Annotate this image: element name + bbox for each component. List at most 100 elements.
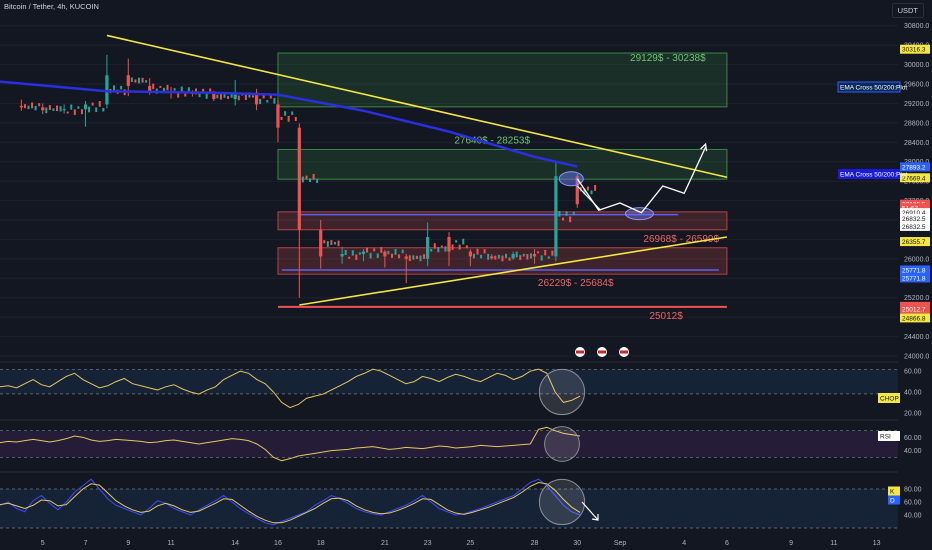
time-tick-label: 5 — [41, 540, 45, 547]
candle-body — [337, 240, 340, 247]
time-tick-label: 16 — [274, 540, 282, 547]
projection-arrowhead — [700, 142, 708, 152]
indicator-tag: EMA Cross 50/200:Plot — [840, 85, 907, 92]
candle-body — [519, 255, 522, 260]
projection-path — [576, 146, 707, 214]
candle-body — [358, 252, 361, 255]
candle-body — [45, 107, 48, 114]
candle-body — [102, 107, 105, 112]
price-tick-label: 24000.0 — [904, 354, 929, 361]
indicator-tick-label: 20.00 — [904, 410, 922, 417]
candle-body — [344, 249, 347, 256]
currency-selector[interactable]: USDT — [891, 3, 924, 18]
candle-body — [522, 253, 525, 257]
candle-body — [312, 173, 315, 180]
candle-body — [173, 88, 176, 91]
candle-body — [216, 94, 219, 99]
stoch-arrow — [581, 501, 599, 521]
candle-body — [259, 98, 262, 105]
ema-line — [0, 80, 578, 168]
price-tick-label: 28400.0 — [904, 140, 929, 147]
indicator-tick-label: 40.00 — [904, 513, 922, 520]
candle-body — [572, 211, 575, 216]
candle-body — [458, 244, 461, 250]
time-tick-label: 4 — [682, 540, 686, 547]
candle-body — [244, 94, 247, 100]
candle-body — [297, 127, 301, 230]
candle-body — [27, 105, 30, 110]
candle-body — [426, 237, 430, 259]
indicator-line — [0, 481, 581, 524]
candle-body — [202, 88, 205, 93]
indicator-line — [0, 478, 581, 526]
zone-label: 27640$ - 28253$ — [454, 135, 530, 146]
price-tag: 25771.8 — [902, 275, 926, 282]
stoch-series-tag-bg — [888, 495, 900, 505]
candle-body — [56, 105, 59, 112]
candle-body — [88, 106, 91, 113]
candle-body — [34, 105, 37, 111]
candle-body — [590, 190, 593, 195]
indicator-tag: EMA Cross 50/200:Plot — [840, 172, 907, 179]
price-tick-label: 24400.0 — [904, 334, 929, 341]
price-tag-bg — [900, 213, 930, 223]
candle-body — [565, 211, 568, 216]
candle-body — [404, 256, 408, 259]
candle-body — [227, 95, 230, 100]
stoch-series-tag: K — [890, 489, 895, 496]
candle-body — [134, 79, 137, 83]
candle-body — [145, 80, 148, 83]
indicator-band — [0, 430, 898, 458]
candle-body — [48, 105, 51, 110]
candle-body — [547, 256, 550, 259]
candle-body — [361, 251, 366, 254]
candle-body — [423, 254, 426, 259]
candle-body — [66, 111, 69, 114]
indicator-tick-label: 60.00 — [904, 435, 922, 442]
candle-body — [515, 251, 518, 258]
indicator-tag-bg — [838, 169, 900, 179]
price-tag: 24866.8 — [902, 315, 926, 322]
event-flag-stripe — [620, 350, 628, 354]
price-tag-bg — [900, 237, 930, 247]
candle-body — [252, 95, 255, 98]
indicator-tick-label: 80.00 — [904, 487, 922, 494]
candle-body — [159, 85, 162, 88]
candle-body — [398, 254, 401, 259]
candle-body — [262, 93, 265, 99]
candle-body — [455, 240, 458, 243]
candle-body — [348, 256, 351, 259]
stoch-arrowhead — [591, 514, 599, 521]
time-tick-label: 14 — [231, 540, 239, 547]
candle-body — [198, 93, 201, 98]
candle-body — [73, 109, 76, 115]
candle-body — [412, 255, 415, 260]
candle-body — [31, 102, 34, 109]
time-tick-label: 13 — [873, 540, 881, 547]
candle-body — [551, 250, 554, 256]
candle-body — [137, 77, 140, 84]
candle-body — [326, 241, 329, 247]
indicator-name-tag-bg — [878, 431, 900, 441]
time-tick-label: Sep — [614, 540, 627, 547]
event-flag-stripe — [598, 350, 606, 354]
candle-body — [383, 251, 387, 257]
candle-body — [472, 253, 475, 259]
candle-body — [501, 255, 504, 262]
candle-body — [305, 175, 308, 180]
price-tag-bg — [900, 221, 930, 231]
price-tick-label: 28800.0 — [904, 120, 929, 127]
price-tick-label: 25200.0 — [904, 295, 929, 302]
zone-box — [277, 52, 728, 108]
candle-body — [554, 176, 558, 257]
indicator-line — [0, 426, 581, 462]
indicator-tag-bg — [837, 81, 901, 93]
indicator-highlight — [544, 426, 580, 462]
candle-body — [394, 248, 397, 255]
candle-body — [330, 240, 333, 245]
candle-body — [433, 243, 436, 249]
candle-body — [490, 256, 494, 259]
candle-body — [508, 257, 511, 261]
zone-label: 26229$ - 25684$ — [538, 278, 614, 289]
